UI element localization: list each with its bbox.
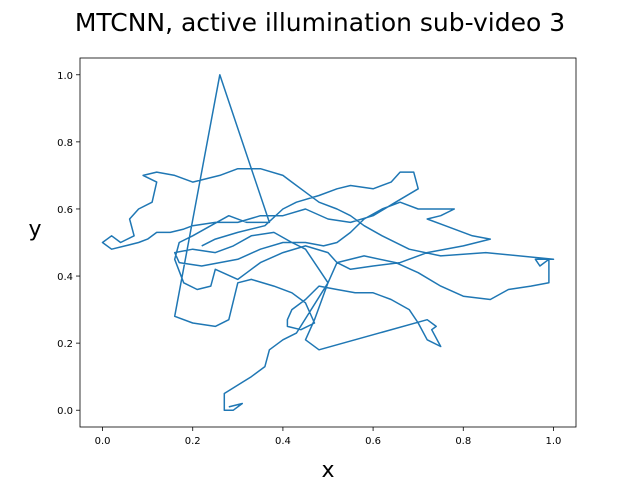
chart-title: MTCNN, active illumination sub-video 3: [75, 8, 565, 37]
y-tick-label: 1.0: [57, 71, 73, 82]
x-tick-label: 0.6: [365, 436, 381, 447]
x-tick-label: 0.2: [185, 436, 201, 447]
x-tick-label: 0.8: [455, 436, 471, 447]
x-tick-label: 0.4: [275, 436, 291, 447]
y-tick-label: 0.6: [57, 205, 73, 216]
x-axis-label: x: [321, 458, 334, 480]
y-tick-label: 0.2: [57, 339, 73, 350]
y-axis-label: y: [28, 217, 41, 242]
axes-frame: [79, 57, 577, 428]
y-tick-label: 0.8: [57, 138, 73, 149]
x-tick-label: 1.0: [546, 436, 562, 447]
data-line: [101, 74, 555, 411]
x-tick-label: 0.0: [95, 436, 111, 447]
y-tick-label: 0.0: [57, 406, 73, 417]
y-tick-label: 0.4: [57, 272, 73, 283]
